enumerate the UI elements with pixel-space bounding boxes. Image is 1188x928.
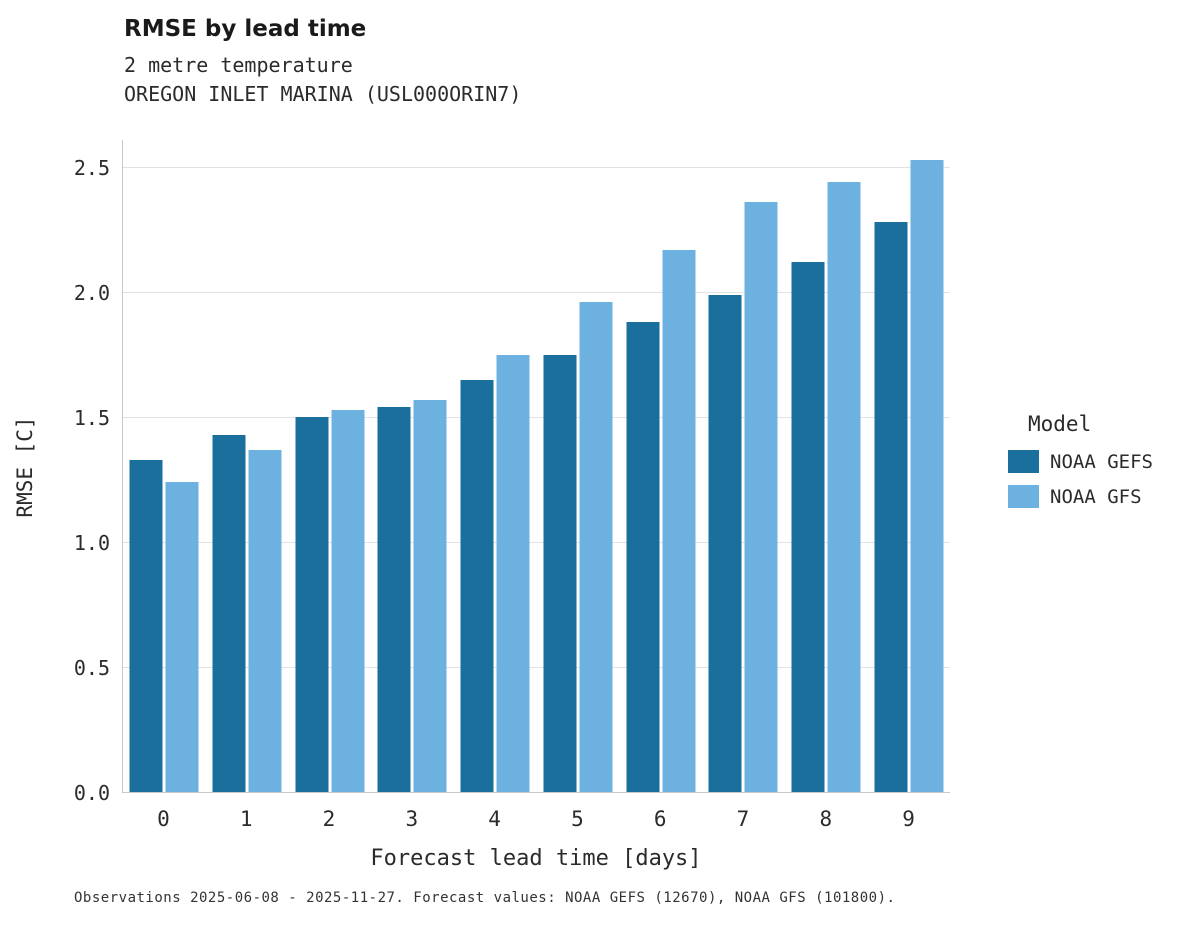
bar-noaa-gefs-day-1 [212,434,246,792]
bar-noaa-gfs-day-8 [827,182,861,792]
bar-noaa-gefs-day-9 [874,222,908,792]
legend-title: Model [1028,412,1092,436]
legend: Model NOAA GEFS NOAA GFS [1008,412,1153,520]
x-tick-label-3: 3 [405,807,419,831]
x-tick-label-8: 8 [819,807,833,831]
footer-caption: Observations 2025-06-08 - 2025-11-27. Fo… [74,890,896,906]
bar-noaa-gfs-day-6 [662,249,696,792]
bar-noaa-gefs-day-4 [460,379,494,792]
x-tick-label-0: 0 [157,807,170,831]
legend-swatch-noaa-gfs-icon [1008,485,1039,508]
bar-group-day-8 [791,140,861,792]
gridline-y-1.0 [123,541,950,544]
y-tick-label: 2.5 [73,155,110,180]
y-tick-label: 1.0 [73,530,110,555]
bar-noaa-gfs-day-2 [331,409,365,792]
bar-noaa-gfs-day-9 [910,160,944,792]
y-tick-label: 1.5 [73,405,110,430]
chart-subtitle-station: OREGON INLET MARINA (USL000ORIN7) [124,82,522,106]
y-tick-label: 0.0 [73,781,110,805]
bar-group-day-0 [129,140,199,792]
x-tick-label-9: 9 [902,807,915,831]
chart-title: RMSE by lead time [124,16,367,42]
bar-noaa-gefs-day-2 [295,417,329,792]
gridline-y-2.0 [123,291,950,294]
gridline-y-2.5 [123,166,950,169]
gridline-y-0.5 [123,666,950,669]
bar-noaa-gfs-day-1 [248,449,282,792]
x-axis-ticks: 0 1 2 3 4 5 6 7 8 9 [122,807,950,837]
bar-noaa-gefs-day-3 [377,407,411,792]
bar-group-day-6 [626,140,696,792]
x-tick-label-6: 6 [653,807,667,831]
y-tick-label: 2.0 [73,280,110,305]
legend-label-noaa-gfs: NOAA GFS [1050,485,1142,508]
bar-noaa-gefs-day-0 [129,459,163,792]
bar-group-day-2 [295,140,365,792]
plot-area [122,140,950,793]
bar-noaa-gfs-day-0 [165,482,199,792]
y-axis-ticks: 0.0 0.5 1.0 1.5 2.0 2.5 [0,140,110,805]
x-axis-label: Forecast lead time [days] [370,846,702,871]
legend-item-noaa-gfs: NOAA GFS [1008,485,1153,508]
bar-group-day-4 [460,140,530,792]
bar-group-day-7 [708,140,778,792]
bar-noaa-gefs-day-5 [543,354,577,792]
bar-noaa-gfs-day-4 [496,354,530,792]
bar-noaa-gfs-day-3 [413,399,447,792]
gridline-y-1.5 [123,416,950,419]
bar-group-day-1 [212,140,282,792]
bar-noaa-gfs-day-5 [579,302,613,792]
legend-swatch-noaa-gefs-icon [1008,450,1039,473]
chart-header: RMSE by lead time 2 metre temperature OR… [124,16,521,109]
y-tick-label: 0.5 [73,655,110,680]
bar-group-day-9 [874,140,944,792]
bar-noaa-gefs-day-8 [791,262,825,792]
bar-noaa-gefs-day-6 [626,322,660,792]
bar-noaa-gefs-day-7 [708,294,742,792]
bar-group-day-5 [543,140,613,792]
bar-noaa-gfs-day-7 [744,202,778,792]
bar-group-day-3 [377,140,447,792]
x-tick-label-7: 7 [736,807,750,831]
legend-item-noaa-gefs: NOAA GEFS [1008,450,1153,473]
x-tick-label-4: 4 [488,807,501,831]
x-tick-label-5: 5 [571,807,584,831]
chart-subtitle-variable: 2 metre temperature [124,53,353,77]
x-tick-label-1: 1 [239,807,253,831]
legend-label-noaa-gefs: NOAA GEFS [1050,450,1153,473]
x-tick-label-2: 2 [322,807,336,831]
